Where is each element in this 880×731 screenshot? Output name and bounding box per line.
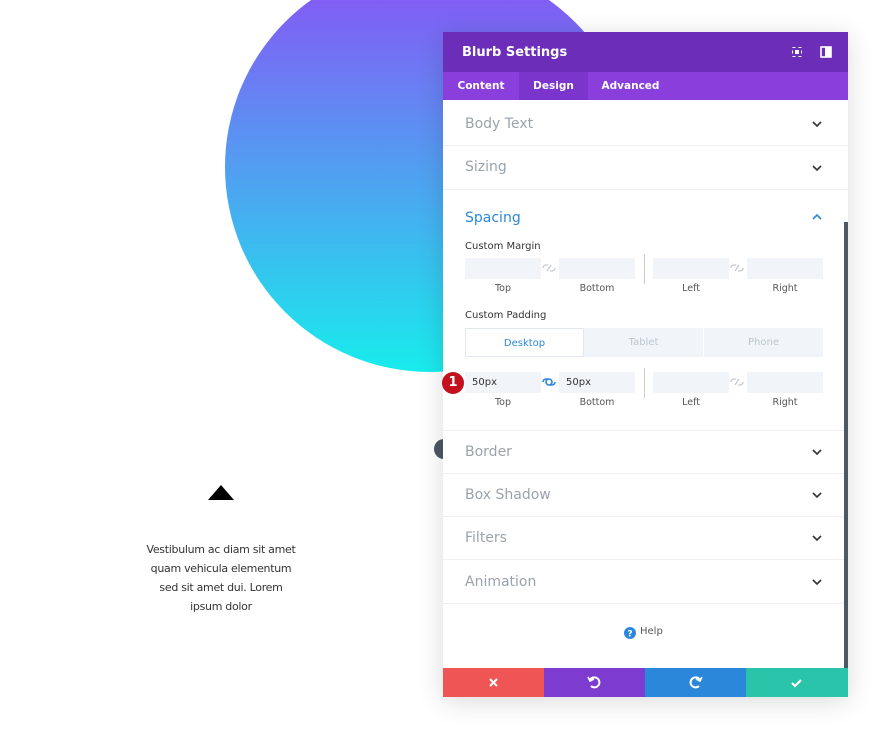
section-title[interactable]: Sizing bbox=[465, 159, 507, 175]
section-title[interactable]: Border bbox=[465, 444, 512, 460]
text-line: sed sit amet dui. Lorem bbox=[159, 581, 283, 594]
help-icon[interactable]: ? bbox=[624, 627, 636, 639]
input-label: Right bbox=[772, 397, 798, 408]
chevrons bbox=[812, 121, 848, 668]
input[interactable] bbox=[653, 372, 729, 393]
divider bbox=[443, 430, 848, 431]
link-icon-active[interactable] bbox=[542, 377, 556, 387]
field-label: Custom Margin bbox=[465, 241, 541, 252]
input-label: Top bbox=[494, 283, 512, 294]
divider bbox=[443, 145, 848, 146]
input[interactable] bbox=[559, 258, 635, 279]
divider bbox=[443, 473, 848, 474]
link-icon[interactable] bbox=[730, 263, 744, 273]
divider bbox=[443, 559, 848, 560]
svg-text:?: ? bbox=[627, 630, 632, 640]
section-title[interactable]: Body Text bbox=[465, 116, 534, 132]
text-line: quam vehicula elementum bbox=[150, 562, 292, 575]
input[interactable]: 50px bbox=[559, 372, 635, 393]
header: Blurb Settings bbox=[443, 32, 848, 72]
tab[interactable]: Advanced bbox=[601, 80, 660, 92]
section-title[interactable]: Box Shadow bbox=[465, 487, 551, 503]
settings-panel: Blurb Settings Content Design Advanced B… bbox=[443, 32, 848, 697]
divider bbox=[443, 516, 848, 517]
separator bbox=[644, 368, 645, 398]
fullscreen-icon[interactable] bbox=[791, 46, 803, 58]
input[interactable] bbox=[465, 258, 541, 279]
section-title[interactable]: Animation bbox=[465, 574, 537, 590]
input[interactable] bbox=[747, 258, 823, 279]
link-icon[interactable] bbox=[730, 377, 744, 387]
sidebar-icon[interactable] bbox=[820, 46, 832, 58]
save-button[interactable] bbox=[746, 668, 848, 697]
text-line: Vestibulum ac diam sit amet bbox=[146, 543, 296, 556]
tab-active[interactable]: Design bbox=[519, 72, 588, 100]
device-tab[interactable]: Tablet bbox=[584, 328, 703, 357]
undo-button[interactable] bbox=[544, 668, 645, 697]
divider bbox=[443, 189, 848, 190]
help-link[interactable]: Help bbox=[640, 626, 663, 637]
device-tab-active[interactable]: Desktop bbox=[465, 328, 584, 357]
separator bbox=[644, 254, 645, 284]
section-title-open[interactable]: Spacing bbox=[465, 210, 521, 226]
link-icon[interactable] bbox=[542, 263, 556, 273]
section-title[interactable]: Filters bbox=[465, 530, 507, 546]
input-label: Top bbox=[494, 397, 512, 408]
text-line: ipsum dolor bbox=[190, 600, 252, 613]
tab-bar: Content Design Advanced bbox=[443, 72, 848, 100]
panel-title: Blurb Settings bbox=[462, 45, 568, 60]
input-label: Left bbox=[682, 397, 700, 408]
tab[interactable]: Content bbox=[457, 80, 505, 92]
input-label: Bottom bbox=[579, 283, 615, 294]
input[interactable] bbox=[653, 258, 729, 279]
divider bbox=[443, 603, 848, 604]
step-badge: 1 bbox=[442, 372, 464, 394]
cancel-button[interactable] bbox=[443, 668, 544, 697]
device-tab[interactable]: Phone bbox=[704, 328, 823, 357]
input[interactable] bbox=[747, 372, 823, 393]
input-label: Bottom bbox=[579, 397, 615, 408]
input-label: Left bbox=[682, 283, 700, 294]
input[interactable]: 50px bbox=[465, 372, 541, 393]
input-label: Right bbox=[772, 283, 798, 294]
triangle-icon bbox=[208, 485, 234, 500]
field-label: Custom Padding bbox=[465, 310, 547, 321]
redo-button[interactable] bbox=[645, 668, 746, 697]
